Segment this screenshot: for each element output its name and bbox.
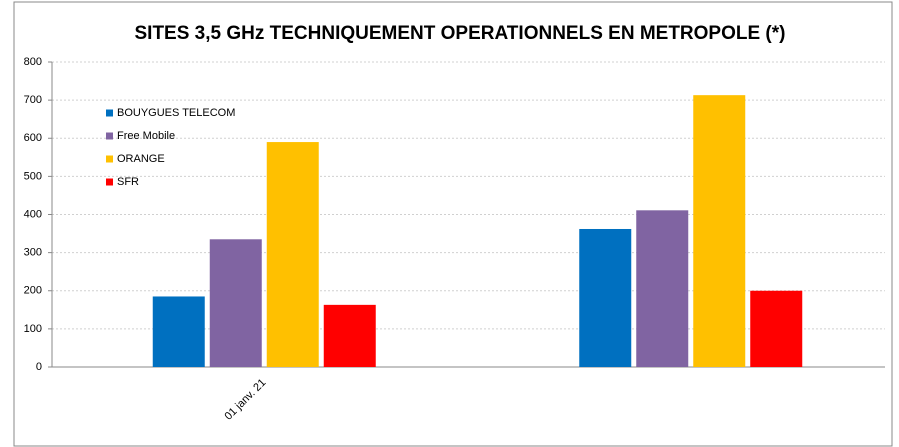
legend-swatch [106,155,113,163]
bar [693,95,746,367]
bar [579,228,632,367]
bar [209,239,262,367]
bar [636,210,689,367]
bar [750,290,803,367]
legend-swatch [106,178,113,186]
y-tick-label: 400 [24,208,42,220]
legend-label: Free Mobile [117,130,175,142]
y-tick-label: 800 [24,56,42,68]
legend-swatch [106,132,113,140]
bar [323,304,376,367]
y-tick-label: 300 [24,247,42,259]
y-tick-label: 100 [24,323,42,335]
legend-label: SFR [117,176,139,188]
legend-label: ORANGE [117,153,165,165]
bar [266,142,319,367]
y-tick-label: 700 [24,94,42,106]
legend-swatch [106,109,113,117]
chart-title: SITES 3,5 GHz TECHNIQUEMENT OPERATIONNEL… [135,23,786,44]
y-tick-label: 600 [24,132,42,144]
bar [152,296,205,367]
legend-label: BOUYGUES TELECOM [117,107,235,119]
y-tick-label: 0 [36,361,42,373]
y-tick-label: 200 [24,285,42,297]
y-tick-label: 500 [24,170,42,182]
chart-frame [13,1,893,447]
